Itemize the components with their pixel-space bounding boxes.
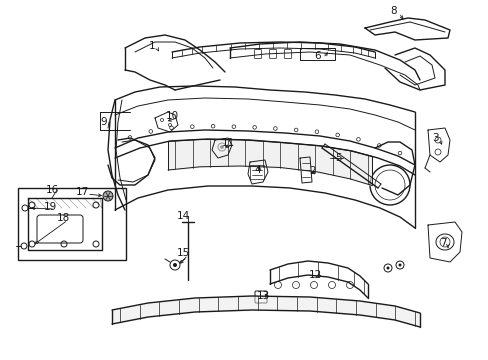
Text: 9: 9 xyxy=(101,117,107,127)
Text: 11: 11 xyxy=(221,138,234,148)
Text: 2: 2 xyxy=(309,166,316,176)
Text: 15: 15 xyxy=(176,248,189,258)
Circle shape xyxy=(103,191,113,201)
Text: 7: 7 xyxy=(439,238,446,248)
Circle shape xyxy=(173,263,177,267)
Text: 8: 8 xyxy=(390,6,397,16)
Text: 5: 5 xyxy=(334,153,341,163)
Bar xyxy=(299,48,334,60)
Circle shape xyxy=(386,266,389,270)
Text: 6: 6 xyxy=(314,51,321,61)
Text: 10: 10 xyxy=(165,111,178,121)
Text: 16: 16 xyxy=(45,185,59,195)
Text: 18: 18 xyxy=(56,213,69,223)
Bar xyxy=(249,165,264,179)
Text: 1: 1 xyxy=(148,41,155,51)
Bar xyxy=(18,188,126,260)
Text: 4: 4 xyxy=(254,165,261,175)
Text: 13: 13 xyxy=(256,291,269,301)
Text: 3: 3 xyxy=(431,133,437,143)
Text: 17: 17 xyxy=(75,187,88,197)
Text: 14: 14 xyxy=(176,211,189,221)
Circle shape xyxy=(398,264,401,266)
Text: 12: 12 xyxy=(308,270,321,280)
Circle shape xyxy=(220,145,223,148)
Text: 19: 19 xyxy=(43,202,57,212)
Polygon shape xyxy=(28,198,102,250)
